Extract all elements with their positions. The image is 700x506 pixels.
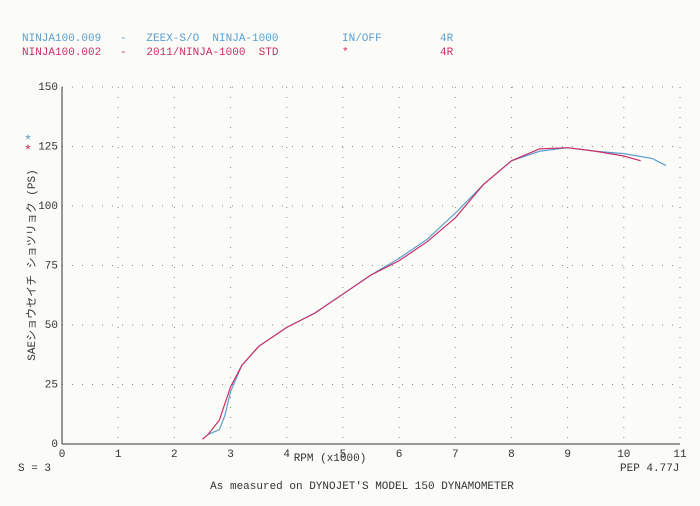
x-tick-label: 2 — [171, 449, 178, 461]
x-tick-label: 4 — [283, 449, 290, 461]
legend-text: IN/OFF — [342, 33, 382, 45]
x-tick-label: 10 — [617, 449, 630, 461]
y-tick-label: 75 — [45, 260, 58, 272]
legend-text: * — [342, 47, 349, 59]
footer-left: S = 3 — [18, 463, 51, 475]
legend-text: - ZEEX-S/O NINJA-1000 — [120, 33, 278, 45]
y-tick-label: 25 — [45, 379, 58, 391]
x-tick-label: 0 — [59, 449, 66, 461]
x-tick-label: 9 — [564, 449, 571, 461]
legend-text: - 2011/NINJA-1000 STD — [120, 47, 279, 59]
footer-right: PEP 4.77J — [620, 463, 679, 475]
x-tick-label: 8 — [508, 449, 515, 461]
x-tick-label: 1 — [115, 449, 122, 461]
y-tick-label: 50 — [45, 320, 58, 332]
series-line — [202, 147, 641, 440]
legend-text: 4R — [440, 47, 454, 59]
x-tick-label: 3 — [227, 449, 234, 461]
legend-text: NINJA100.009 — [22, 33, 101, 45]
legend-text: 4R — [440, 33, 454, 45]
footnote: As measured on DYNOJET'S MODEL 150 DYNAM… — [210, 481, 514, 493]
y-axis-label: SAEショウセイチ ショツリョク (PS) — [25, 169, 39, 360]
x-tick-label: 5 — [340, 449, 347, 461]
x-axis-label: RPM (x1000) — [294, 453, 367, 465]
y-tick-label: 0 — [51, 439, 58, 451]
y-tick-label: 100 — [38, 201, 58, 213]
legend-text: NINJA100.002 — [22, 47, 101, 59]
x-tick-label: 6 — [396, 449, 403, 461]
x-tick-label: 7 — [452, 449, 459, 461]
x-tick-label: 11 — [673, 449, 687, 461]
series-marker: * — [24, 134, 32, 150]
y-tick-label: 125 — [38, 141, 58, 153]
y-tick-label: 150 — [38, 82, 58, 94]
series-marker: * — [24, 144, 32, 160]
